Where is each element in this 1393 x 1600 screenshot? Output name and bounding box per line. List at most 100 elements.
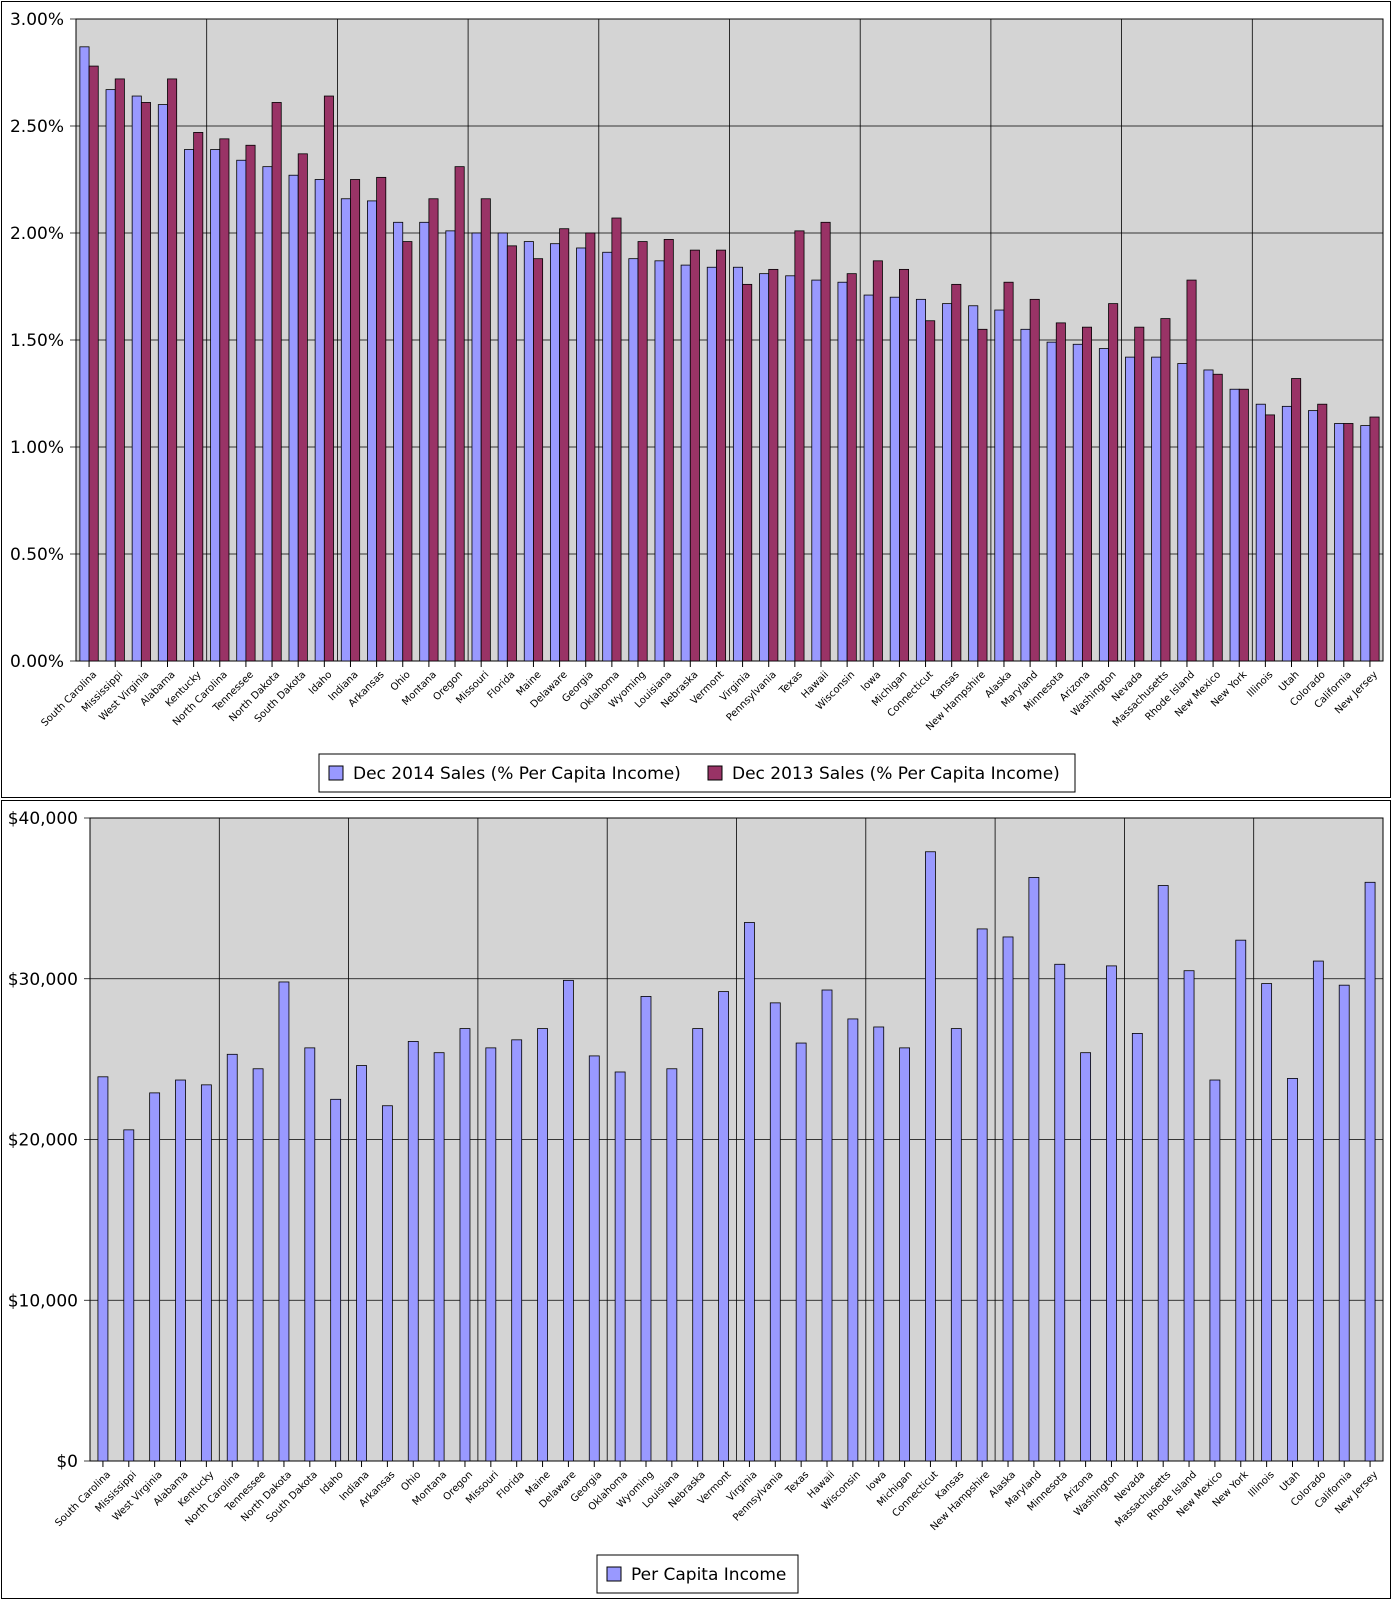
x-tick-label: Ohio xyxy=(389,669,413,693)
bar-per-capita-income-ohio xyxy=(407,1041,419,1462)
x-tick-label: Illinois xyxy=(1245,669,1275,699)
bar-dec-2013-sales-per-capita-income--georgia xyxy=(585,232,596,662)
bar-per-capita-income-utah xyxy=(1287,1078,1298,1462)
legend-label: Dec 2014 Sales (% Per Capita Income) xyxy=(353,764,681,784)
bar-per-capita-income-alaska xyxy=(1002,936,1014,1462)
bar-per-capita-income-florida xyxy=(511,1039,523,1462)
bar-per-capita-income-vermont xyxy=(718,991,729,1462)
bar-per-capita-income-south-carolina xyxy=(97,1076,109,1462)
bar-per-capita-income-pennsylvania xyxy=(769,1002,781,1462)
bar-per-capita-income-montana xyxy=(433,1052,445,1462)
bar-dec-2014-sales-per-capita-income--massachusetts xyxy=(1151,356,1162,662)
bar-dec-2014-sales-per-capita-income--minnesota xyxy=(1046,341,1057,662)
bar-per-capita-income-oregon xyxy=(459,1028,471,1462)
bar-dec-2013-sales-per-capita-income--nevada xyxy=(1134,326,1145,662)
sales-chart-panel: 0.00% 0.50% 1.00% 1.50% 2.00% 2.50% 3.00% South… xyxy=(1,1,1391,798)
bar-dec-2014-sales-per-capita-income--south-dakota xyxy=(288,174,299,662)
bar-dec-2014-sales-per-capita-income--connecticut xyxy=(915,298,926,662)
bar-dec-2013-sales-per-capita-income--ohio xyxy=(402,241,413,662)
bar-dec-2014-sales-per-capita-income--hawaii xyxy=(811,279,822,662)
bar-dec-2013-sales-per-capita-income--south-dakota xyxy=(297,153,308,662)
bar-per-capita-income-oklahoma xyxy=(614,1071,626,1462)
bar-dec-2013-sales-per-capita-income--west-virginia xyxy=(140,102,151,662)
bar-per-capita-income-iowa xyxy=(873,1026,885,1462)
bar-dec-2014-sales-per-capita-income--georgia xyxy=(576,247,587,662)
legend-box xyxy=(596,1554,799,1594)
bar-dec-2013-sales-per-capita-income--florida xyxy=(506,245,517,662)
y-tick-label: 1.00% xyxy=(10,438,64,458)
bar-dec-2014-sales-per-capita-income--new-mexico xyxy=(1203,369,1214,662)
bar-dec-2013-sales-per-capita-income--south-carolina xyxy=(88,65,99,662)
legend-swatch xyxy=(707,765,723,781)
bar-per-capita-income-new-jersey xyxy=(1364,881,1376,1462)
sales-percent-chart: 0.00%0.50%1.00%1.50%2.00%2.50%3.00%South… xyxy=(10,10,1384,793)
bar-per-capita-income-louisiana xyxy=(666,1068,678,1462)
bar-dec-2014-sales-per-capita-income--florida xyxy=(497,232,508,662)
legend-swatch xyxy=(606,1566,622,1582)
bar-dec-2013-sales-per-capita-income--vermont xyxy=(716,249,727,662)
legend-swatch xyxy=(328,765,344,781)
bar-dec-2013-sales-per-capita-income--alabama xyxy=(167,78,178,662)
bar-per-capita-income-missouri xyxy=(485,1047,497,1462)
bar-dec-2014-sales-per-capita-income--maine xyxy=(523,241,534,662)
bar-dec-2013-sales-per-capita-income--alaska xyxy=(1003,281,1014,662)
bar-dec-2014-sales-per-capita-income--nevada xyxy=(1125,356,1136,662)
legend: Dec 2014 Sales (% Per Capita Income) Dec … xyxy=(318,753,1076,793)
bar-dec-2014-sales-per-capita-income--montana xyxy=(419,221,430,662)
bar-dec-2014-sales-per-capita-income--iowa xyxy=(863,294,874,662)
bar-dec-2014-sales-per-capita-income--new-jersey xyxy=(1360,425,1371,662)
bar-per-capita-income-west-virginia xyxy=(149,1092,161,1462)
bar-dec-2013-sales-per-capita-income--kansas xyxy=(951,283,962,662)
legend-label: Dec 2013 Sales (% Per Capita Income) xyxy=(732,764,1060,784)
bar-per-capita-income-rhode-island xyxy=(1183,970,1195,1462)
bar-per-capita-income-california xyxy=(1338,984,1350,1462)
bar-per-capita-income-michigan xyxy=(899,1047,910,1462)
bar-dec-2013-sales-per-capita-income--pennsylvania xyxy=(768,268,779,662)
bar-dec-2013-sales-per-capita-income--new-york xyxy=(1238,388,1249,662)
bar-dec-2013-sales-per-capita-income--kentucky xyxy=(193,132,204,662)
bar-per-capita-income-hawaii xyxy=(821,989,833,1462)
bar-dec-2014-sales-per-capita-income--maryland xyxy=(1020,328,1031,662)
bar-dec-2013-sales-per-capita-income--rhode-island xyxy=(1186,279,1197,662)
bar-per-capita-income-nevada xyxy=(1131,1033,1143,1462)
bar-dec-2013-sales-per-capita-income--iowa xyxy=(872,260,883,662)
bar-dec-2013-sales-per-capita-income--new-hampshire xyxy=(977,328,988,662)
bar-per-capita-income-new-mexico xyxy=(1209,1079,1221,1462)
bar-dec-2014-sales-per-capita-income--mississippi xyxy=(105,89,116,662)
bar-dec-2013-sales-per-capita-income--texas xyxy=(794,230,805,662)
bar-per-capita-income-tennessee xyxy=(252,1068,264,1462)
bar-dec-2013-sales-per-capita-income--maine xyxy=(533,258,544,662)
bar-dec-2014-sales-per-capita-income--california xyxy=(1334,423,1345,662)
bar-dec-2013-sales-per-capita-income--minnesota xyxy=(1055,322,1066,662)
bar-dec-2013-sales-per-capita-income--north-dakota xyxy=(271,102,282,662)
bar-dec-2014-sales-per-capita-income--wisconsin xyxy=(837,281,848,662)
bar-dec-2014-sales-per-capita-income--tennessee xyxy=(236,159,247,662)
bar-per-capita-income-delaware xyxy=(563,979,574,1462)
bar-dec-2013-sales-per-capita-income--louisiana xyxy=(663,239,674,662)
bar-per-capita-income-new-york xyxy=(1235,939,1247,1462)
bar-per-capita-income-connecticut xyxy=(925,851,936,1462)
bar-dec-2013-sales-per-capita-income--oregon xyxy=(454,166,465,662)
bar-per-capita-income-south-dakota xyxy=(304,1047,316,1462)
y-tick-label: 0.50% xyxy=(10,545,64,565)
bar-dec-2013-sales-per-capita-income--utah xyxy=(1291,378,1302,662)
bar-dec-2013-sales-per-capita-income--idaho xyxy=(323,95,334,662)
bar-per-capita-income-maine xyxy=(537,1028,548,1462)
bar-dec-2014-sales-per-capita-income--oklahoma xyxy=(602,251,613,662)
bar-dec-2014-sales-per-capita-income--delaware xyxy=(549,243,560,662)
bar-dec-2013-sales-per-capita-income--wyoming xyxy=(637,241,648,662)
bar-per-capita-income-north-dakota xyxy=(278,981,290,1462)
bar-dec-2014-sales-per-capita-income--west-virginia xyxy=(131,95,142,662)
bar-per-capita-income-indiana xyxy=(356,1065,367,1462)
bar-dec-2013-sales-per-capita-income--massachusetts xyxy=(1160,318,1171,662)
x-tick-label: Florida xyxy=(486,669,518,701)
bar-dec-2014-sales-per-capita-income--vermont xyxy=(706,266,717,662)
y-tick-label: $0 xyxy=(56,1452,78,1472)
y-tick-label: 0.00% xyxy=(10,652,64,672)
bar-dec-2013-sales-per-capita-income--maryland xyxy=(1029,298,1040,662)
bar-per-capita-income-maryland xyxy=(1028,877,1040,1462)
bar-per-capita-income-virginia xyxy=(744,922,755,1462)
bar-dec-2014-sales-per-capita-income--arizona xyxy=(1072,343,1083,662)
bar-dec-2014-sales-per-capita-income--virginia xyxy=(732,266,743,662)
